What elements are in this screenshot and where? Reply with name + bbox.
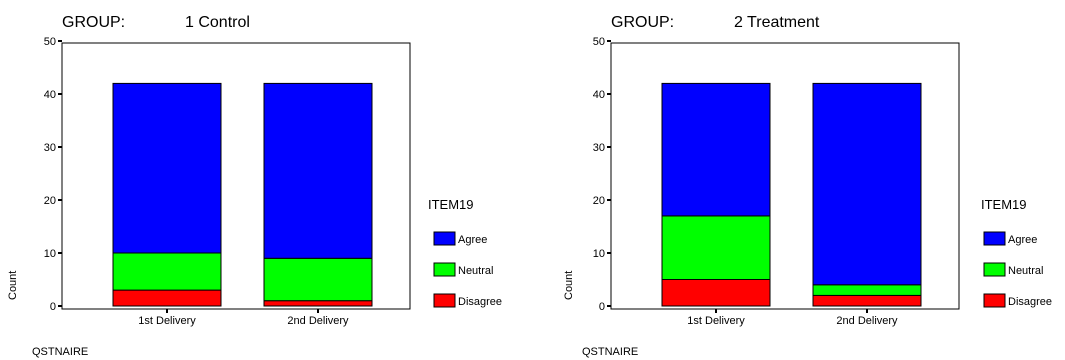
y-axis-label: Count [7, 271, 19, 300]
legend-label: Disagree [1008, 296, 1052, 308]
x-category-label: 2nd Delivery [836, 315, 898, 327]
x-axis-label: QSTNAIRE [582, 346, 638, 358]
legend-label: Agree [458, 234, 487, 246]
y-tick-label: 30 [593, 142, 605, 154]
bar-segment-agree [263, 82, 373, 259]
y-tick-label: 10 [593, 248, 605, 260]
y-tick-label: 10 [44, 248, 56, 260]
legend-swatch-agree [983, 231, 1006, 246]
bar-segment-disagree [661, 279, 771, 307]
legend: Agree Neutral Disagree [983, 231, 1052, 308]
bar-segment-disagree [812, 294, 922, 307]
legend-swatch-disagree [433, 293, 456, 308]
legend-label: Neutral [1008, 265, 1043, 277]
legend-label: Neutral [458, 265, 493, 277]
chart-title: 2 Treatment [734, 14, 820, 31]
chart-panel-treatment: GROUP: 2 Treatment 0 10 20 30 40 50 1st Delive… [563, 14, 1052, 358]
bar-segment-neutral [812, 284, 922, 296]
bar-segment-agree [112, 82, 222, 254]
legend-swatch-agree [433, 231, 456, 246]
bar-segment-neutral [263, 257, 373, 302]
y-tick-label: 0 [599, 301, 605, 313]
plot-group: 0 10 20 30 40 50 1st Delivery 2nd Delivery [593, 36, 922, 327]
y-tick-label: 30 [44, 142, 56, 154]
x-axis-label: QSTNAIRE [32, 346, 88, 358]
legend-label: Agree [1008, 234, 1037, 246]
legend-swatch-disagree [983, 293, 1006, 308]
y-tick-label: 20 [593, 195, 605, 207]
bar-segment-neutral [661, 215, 771, 280]
y-tick-label: 40 [44, 89, 56, 101]
x-category-label: 2nd Delivery [287, 315, 349, 327]
plot-group: 0 10 20 30 40 50 1st Delivery 2nd Delivery [44, 36, 373, 327]
y-tick-label: 40 [593, 89, 605, 101]
chart-title: 1 Control [185, 14, 250, 31]
y-tick-label: 50 [593, 36, 605, 48]
bar-segment-agree [812, 82, 922, 286]
y-tick-label: 50 [44, 36, 56, 48]
legend-swatch-neutral [983, 262, 1006, 277]
chart-title-prefix: GROUP: [611, 14, 674, 31]
bar-segment-disagree [112, 289, 222, 307]
x-category-label: 1st Delivery [138, 315, 196, 327]
bar-segment-disagree [263, 300, 373, 307]
y-axis-label: Count [563, 271, 575, 300]
y-tick-label: 20 [44, 195, 56, 207]
x-category-label: 1st Delivery [687, 315, 745, 327]
chart-title-prefix: GROUP: [62, 14, 125, 31]
bar-segment-agree [661, 82, 771, 217]
chart-panel-control: GROUP: 1 Control 0 10 20 30 40 50 1st Delivery… [7, 14, 502, 358]
legend-swatch-neutral [433, 262, 456, 277]
legend-title: ITEM19 [981, 197, 1027, 212]
legend: Agree Neutral Disagree [433, 231, 502, 308]
y-tick-label: 0 [50, 301, 56, 313]
legend-label: Disagree [458, 296, 502, 308]
bar-segment-neutral [112, 252, 222, 291]
legend-title: ITEM19 [428, 197, 474, 212]
